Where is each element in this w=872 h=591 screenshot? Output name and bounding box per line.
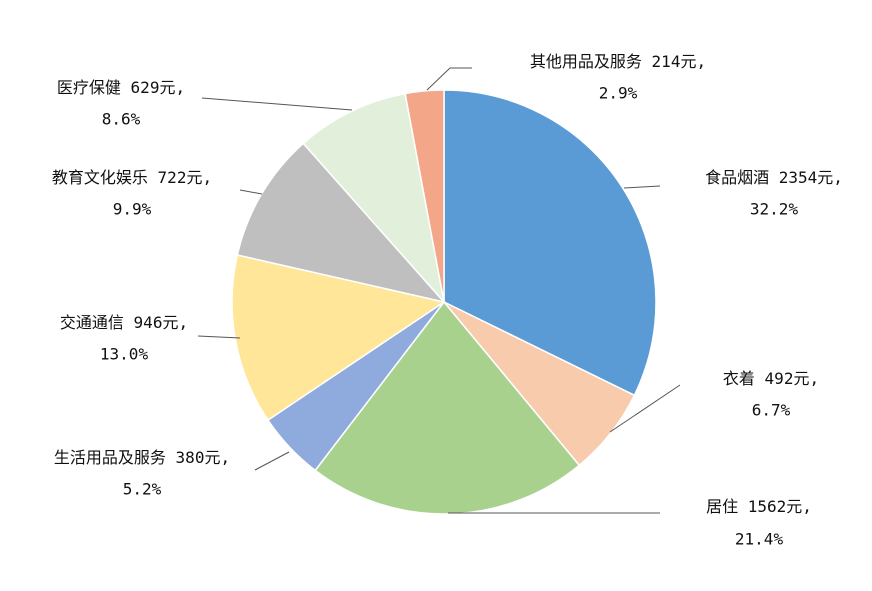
data-label: 居住 1562元, — [706, 497, 812, 516]
value-label: 629元, — [131, 78, 186, 97]
value-label: 380元, — [176, 448, 231, 467]
category-label: 交通通信 — [60, 313, 124, 332]
percent-label: 32.2% — [750, 200, 799, 219]
data-label: 其他用品及服务 214元, — [530, 52, 706, 71]
value-label: 492元, — [765, 369, 820, 388]
leader-line — [623, 185, 661, 189]
category-label: 教育文化娱乐 — [52, 168, 148, 187]
percent-label: 8.6% — [102, 110, 141, 129]
data-label: 食品烟酒 2354元, — [705, 168, 843, 187]
category-label: 其他用品及服务 — [530, 52, 642, 71]
leader-line — [239, 189, 263, 195]
leader-line — [201, 97, 353, 111]
data-label: 衣着 492元, — [723, 369, 819, 388]
data-label: 交通通信 946元, — [60, 313, 188, 332]
data-label: 教育文化娱乐 722元, — [52, 168, 212, 187]
percent-label: 2.9% — [599, 84, 638, 103]
leader-line — [426, 67, 472, 91]
pie-slice — [231, 254, 446, 422]
percent-label: 21.4% — [735, 530, 784, 549]
percent-label: 5.2% — [123, 480, 162, 499]
data-label: 医疗保健 629元, — [57, 78, 185, 97]
category-label: 衣着 — [723, 369, 755, 388]
pie-slice — [443, 89, 657, 397]
data-label: 生活用品及服务 380元, — [54, 448, 230, 467]
leader-line — [609, 384, 681, 433]
pie-slice — [302, 92, 446, 305]
value-label: 722元, — [158, 168, 213, 187]
leader-line — [197, 335, 241, 339]
value-label: 1562元, — [748, 497, 812, 516]
category-label: 生活用品及服务 — [54, 448, 166, 467]
value-label: 214元, — [652, 52, 707, 71]
category-label: 食品烟酒 — [705, 168, 769, 187]
percent-label: 6.7% — [752, 401, 791, 420]
category-label: 医疗保健 — [57, 78, 121, 97]
value-label: 2354元, — [779, 168, 843, 187]
pie-slice — [314, 300, 581, 515]
value-label: 946元, — [134, 313, 189, 332]
percent-label: 9.9% — [113, 200, 152, 219]
leader-line — [254, 451, 290, 471]
pie-slice — [404, 89, 445, 303]
category-label: 居住 — [706, 497, 738, 516]
percent-label: 13.0% — [100, 345, 149, 364]
